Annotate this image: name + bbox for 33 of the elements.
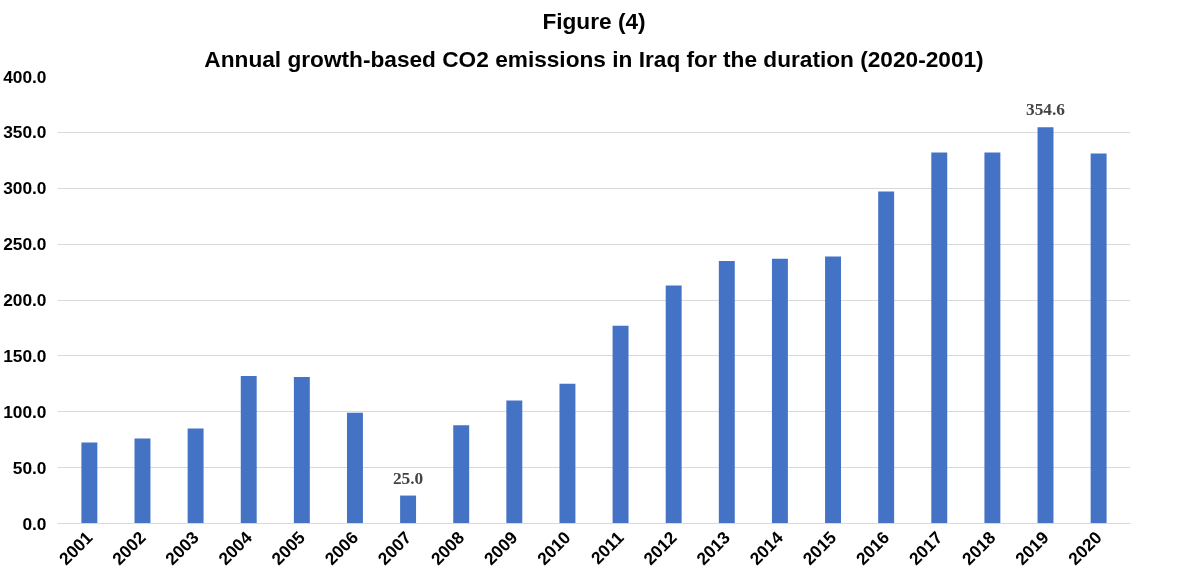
bar [931, 152, 948, 524]
y-tick-label: 300.0 [3, 178, 47, 199]
y-tick-label: 200.0 [3, 290, 47, 310]
bar [81, 442, 98, 524]
data-label: 25.0 [392, 468, 424, 488]
bar [612, 325, 629, 524]
y-tick-label: 50.0 [12, 457, 47, 478]
bar [347, 412, 363, 524]
bar [293, 377, 310, 524]
bar [1090, 153, 1107, 524]
y-tick-label: 0.0 [22, 513, 47, 534]
bar [984, 152, 1001, 524]
bar [771, 258, 788, 524]
bar [1037, 127, 1054, 524]
bar [718, 260, 735, 524]
bar [825, 256, 841, 524]
y-tick-label: 250.0 [3, 234, 47, 255]
data-label: 354.6 [1026, 100, 1066, 120]
chart-subtitle: Annual growth-based CO2 emissions in Iraq for the duration (2020-2001) [204, 45, 984, 72]
bar [878, 191, 895, 524]
y-tick-label: 400.0 [3, 66, 47, 87]
bar [665, 285, 682, 524]
y-tick-label: 350.0 [3, 122, 47, 143]
bar [559, 383, 576, 524]
bar [187, 428, 204, 524]
bar [400, 495, 417, 524]
y-tick-label: 150.0 [3, 345, 47, 366]
bar [240, 375, 257, 524]
chart-title: Figure (4) [542, 7, 646, 34]
y-tick-label: 100.0 [3, 401, 47, 422]
bar [134, 438, 151, 524]
bar [506, 400, 523, 524]
bar [453, 425, 470, 524]
